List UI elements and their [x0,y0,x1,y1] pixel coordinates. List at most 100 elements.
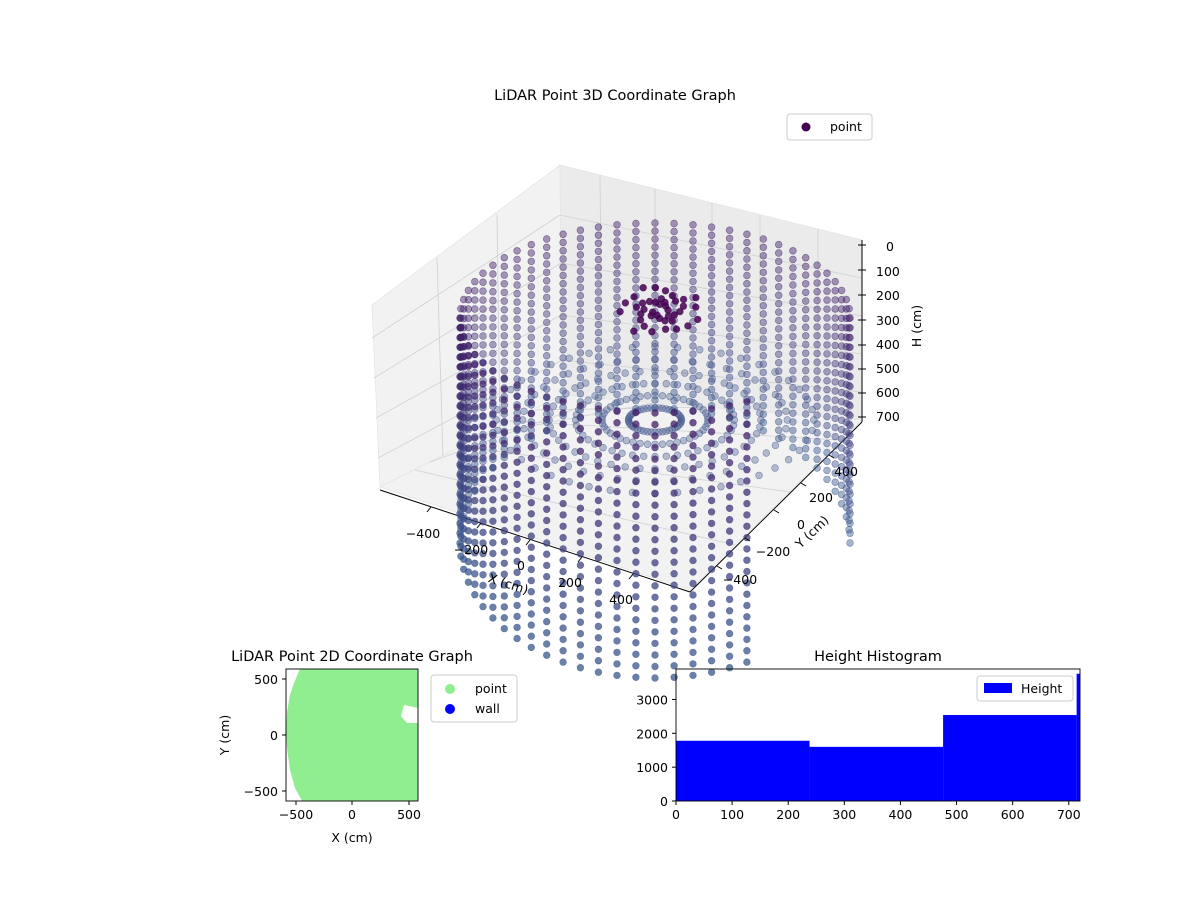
scatter-point [542,550,551,558]
scatter-point [707,369,716,377]
scatter-point [759,285,767,293]
scatter-point [489,582,497,590]
scatter-point [551,456,559,464]
histogram-bar [676,740,810,801]
scatter-point [689,326,697,334]
y-tick-label: −400 [723,572,757,587]
scatter-point [464,506,473,514]
scatter-point [689,261,697,269]
scatter-point [542,505,551,513]
scatter-point [632,662,640,670]
scatter-point [743,488,751,496]
scatter-point [500,349,508,357]
scatter-point [576,561,585,569]
scatter-point [707,272,716,280]
scatter-point [725,324,734,332]
scatter-point [632,268,640,276]
scatter-point [542,438,551,446]
scatter-point [670,388,678,397]
chart-histogram: Height Histogram 0 100 200 300 400 500 600 7000… [636,649,1081,822]
scatter-point [689,419,697,427]
scatter-point [576,373,585,382]
scatter-point [789,375,797,383]
scatter-point [651,674,659,682]
scatter-point [479,475,487,484]
scatter-point [681,463,689,471]
scatter-point [464,557,473,566]
scatter-point [599,444,607,452]
scatter-point [670,340,678,348]
scatter-point [801,271,810,279]
scatter-point [513,535,521,543]
scatter-point [513,281,521,289]
scatter-point [648,328,656,336]
scatter-point [564,462,572,470]
scatter-point [613,229,621,237]
scatter-point [823,269,831,277]
scatter-point [513,480,521,488]
scatter-point [613,625,621,634]
scatter-point [689,545,697,553]
scatter-point [689,441,697,450]
scatter-point [500,526,508,535]
scatter-point [725,515,734,524]
scatter-point [725,618,734,626]
scatter-point [513,264,521,272]
scatter-point [725,447,734,455]
scatter-point [702,409,710,417]
scatter-point [774,342,783,350]
scatter-point [670,348,678,356]
scatter-point [613,366,621,374]
scatter-point [527,443,535,451]
scatter-point [707,385,716,394]
scatter-area-2d [286,669,418,801]
scatter-point [559,337,567,346]
scatter-point [783,416,791,424]
scatter-point [813,261,821,269]
scatter-point [489,340,497,349]
scatter-point [831,305,839,313]
scatter-point [689,453,697,461]
scatter-point [559,412,567,420]
scatter-point [542,539,551,547]
scatter-point [489,506,497,515]
ticks-2d [282,678,410,805]
scatter-point [743,635,751,644]
scatter-point [707,542,716,550]
scatter-point [813,376,821,384]
scatter-point [489,358,497,366]
y-ticks [716,454,835,570]
scatter-point [576,493,585,501]
scatter-point [594,576,603,585]
scatter-point [725,357,734,365]
scatter-point [576,390,585,398]
scatter-point [479,422,487,431]
scatter-point [837,416,846,424]
scatter-point [689,602,697,611]
scatter-point [479,518,487,526]
scatter-point [823,368,831,376]
scatter-point [846,539,854,547]
scatter-point [464,416,473,424]
scatter-point [576,527,585,535]
scatter-point [751,376,759,384]
scatter-point [616,307,624,316]
scatter-point [801,392,810,401]
scatter-point [707,462,716,470]
scatter-point [527,387,535,396]
scatter-point [813,429,821,437]
scatter-point [651,291,659,300]
scatter-point [479,341,487,349]
scatter-point [613,237,621,245]
scatter-point [471,350,479,359]
scatter-point [831,460,839,468]
scatter-point [613,390,621,399]
scatter-point [670,396,678,405]
scatter-point [479,433,487,441]
scatter-point [845,401,853,409]
scatter-point [632,569,640,578]
scatter-point [551,376,559,384]
scatter-point [845,391,853,399]
scatter-point [594,255,603,264]
scatter-point [831,277,839,286]
